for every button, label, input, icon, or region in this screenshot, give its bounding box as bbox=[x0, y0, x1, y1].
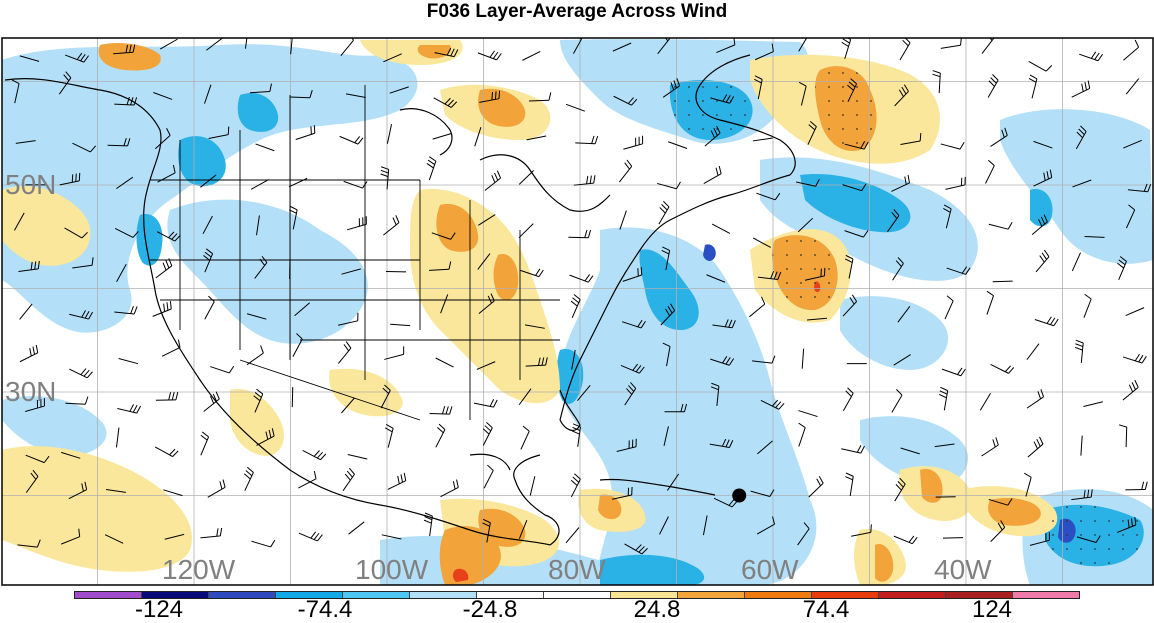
color-scale-segment bbox=[879, 592, 946, 598]
wind-barb bbox=[292, 387, 293, 407]
black-dot-marker bbox=[732, 489, 746, 503]
color-scale-segment bbox=[1013, 592, 1079, 598]
color-scale-label: 24.8 bbox=[634, 598, 681, 622]
color-scale-segment bbox=[678, 592, 745, 598]
color-scale-label: 124 bbox=[972, 598, 1012, 622]
lat-label-50n: 50N bbox=[5, 171, 56, 199]
color-scale-bar bbox=[74, 591, 1080, 599]
lon-label-100w: 100W bbox=[355, 556, 428, 584]
color-scale-label: -124 bbox=[135, 598, 183, 622]
lon-label-80w: 80W bbox=[548, 556, 606, 584]
color-scale-label: -74.4 bbox=[298, 598, 353, 622]
lon-label-60w: 60W bbox=[741, 556, 799, 584]
color-scale-label: -24.8 bbox=[463, 598, 518, 622]
color-scale-label: 74.4 bbox=[803, 598, 850, 622]
lon-label-40w: 40W bbox=[934, 556, 992, 584]
lon-label-120w: 120W bbox=[162, 556, 235, 584]
color-scale-segment bbox=[343, 592, 410, 598]
color-scale-segment bbox=[544, 592, 611, 598]
lat-label-30n: 30N bbox=[5, 378, 56, 406]
color-scale-segment bbox=[75, 592, 142, 598]
wind-barb bbox=[993, 281, 1013, 282]
color-scale-segment bbox=[209, 592, 276, 598]
wind-barb bbox=[943, 538, 963, 539]
